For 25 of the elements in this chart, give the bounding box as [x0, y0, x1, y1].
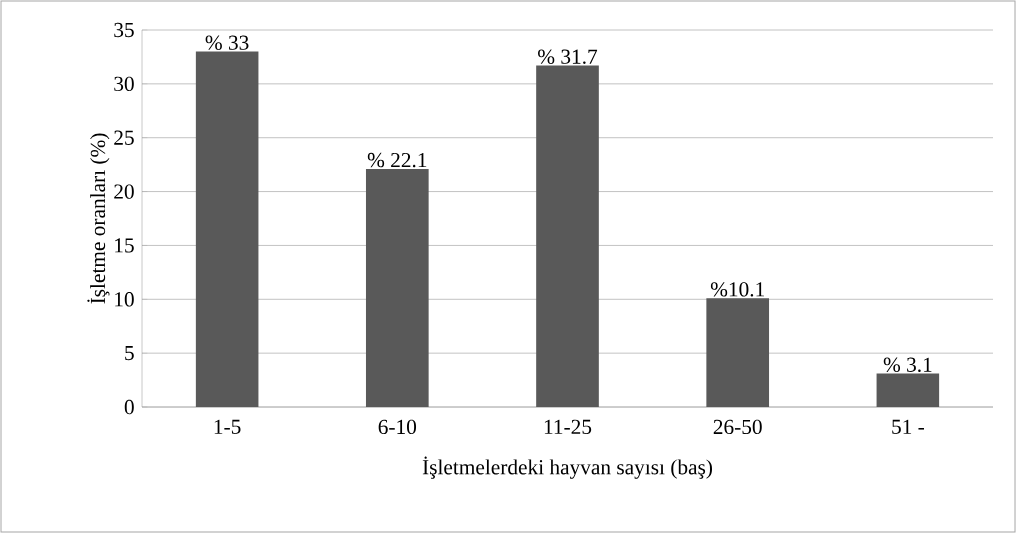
y-axis-title: İşletme oranları (%)	[87, 133, 110, 304]
data-label: % 33	[205, 35, 249, 50]
y-tick-label: 35	[114, 22, 134, 38]
data-label: % 22.1	[367, 152, 427, 168]
data-label: %10.1	[710, 282, 764, 297]
x-tick-label: 51 -	[892, 419, 924, 434]
bar	[365, 168, 429, 407]
bar	[706, 298, 770, 407]
y-tick-label: 30	[114, 76, 134, 92]
x-tick-label: 1-5	[214, 419, 241, 434]
y-tick-label: 0	[124, 399, 134, 415]
x-tick-label: 26-50	[713, 419, 762, 435]
bar	[536, 65, 599, 407]
y-tick-label: 20	[114, 184, 134, 199]
bar	[195, 51, 259, 407]
y-tick-label: 10	[115, 292, 134, 307]
x-tick-label: 6-10	[378, 419, 417, 435]
y-tick-label: 5	[125, 346, 134, 361]
bar	[876, 373, 940, 407]
data-label: % 3.1	[883, 357, 932, 372]
y-tick-label: 25	[114, 130, 134, 145]
y-tick-label: 15	[115, 238, 134, 253]
data-label: % 31.7	[538, 49, 598, 64]
x-tick-label: 11-25	[544, 419, 592, 435]
x-axis-title: İşletmelerdeki hayvan sayısı (baş)	[422, 456, 713, 479]
